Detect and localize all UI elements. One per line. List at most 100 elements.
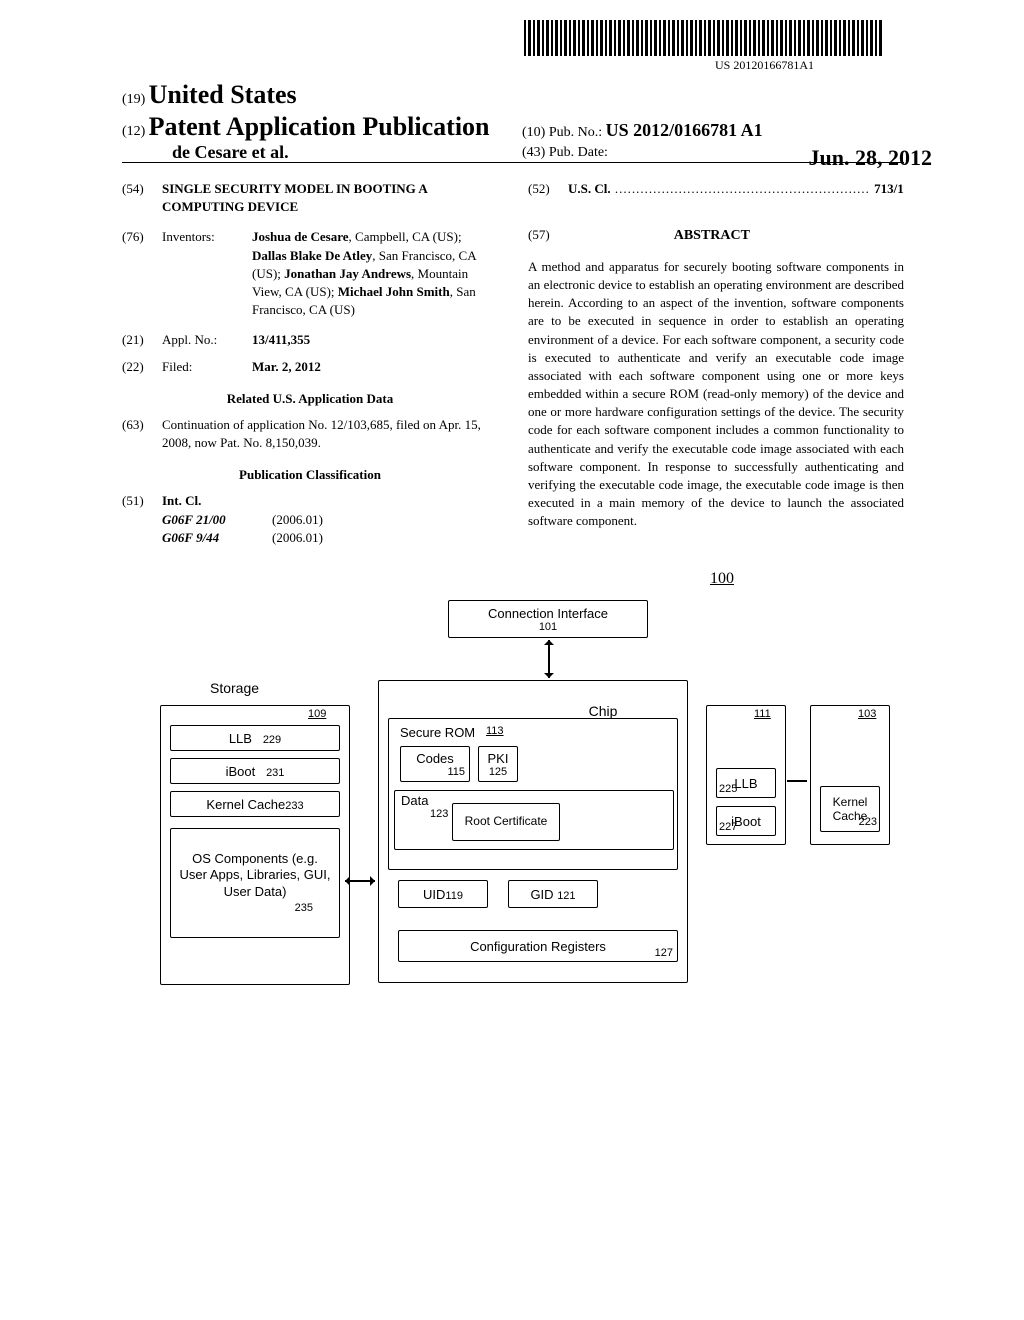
continuation-text: Continuation of application No. 12/103,6… xyxy=(162,416,498,452)
conn-label: Connection Interface xyxy=(488,606,608,621)
line43-num: (43) xyxy=(522,145,545,160)
barcode-number: US 20120166781A1 xyxy=(715,58,814,73)
llb2-label: LLB xyxy=(734,776,757,791)
gid-label: GID xyxy=(530,887,553,902)
left-column: (54) SINGLE SECURITY MODEL IN BOOTING A … xyxy=(122,180,498,555)
patent-figure: 100 Connection Interface 101 Storage 109… xyxy=(160,590,904,990)
f57-num: (57) xyxy=(528,226,550,258)
appl-no-label: Appl. No.: xyxy=(162,331,252,349)
connection-interface-box: Connection Interface 101 xyxy=(448,600,648,638)
inv1-name: Joshua de Cesare xyxy=(252,229,349,244)
line12-num: (12) xyxy=(122,124,145,139)
arrow-storage-chip xyxy=(345,880,375,882)
mem2-num: 103 xyxy=(858,708,876,720)
kc-num: 233 xyxy=(285,800,303,812)
abstract-text: A method and apparatus for securely boot… xyxy=(528,258,904,531)
config-registers-box: Configuration Registers 127 xyxy=(398,930,678,962)
intcl2-year: (2006.01) xyxy=(272,529,323,547)
pub-date-label: Pub. Date: xyxy=(549,145,608,160)
kernel-cache-box: Kernel Cache233 xyxy=(170,791,340,817)
filed-date: Mar. 2, 2012 xyxy=(252,358,498,376)
intcl-label: Int. Cl. xyxy=(162,492,498,510)
line10-num: (10) xyxy=(522,125,545,140)
inv2-name: Dallas Blake De Atley xyxy=(252,248,372,263)
inv3-name: Jonathan Jay Andrews xyxy=(284,266,411,281)
pub-no-label: Pub. No.: xyxy=(549,125,602,140)
inv4-name: Michael John Smith xyxy=(338,284,450,299)
srom-num: 113 xyxy=(486,725,504,737)
content-columns: (54) SINGLE SECURITY MODEL IN BOOTING A … xyxy=(122,180,904,555)
inventors-label: Inventors: xyxy=(162,228,252,319)
line19-num: (19) xyxy=(122,92,145,107)
conn-num: 101 xyxy=(539,621,557,633)
kc2-num: 223 xyxy=(859,816,877,829)
uid-box: UID119 xyxy=(398,880,488,908)
pubclass-title: Publication Classification xyxy=(122,466,498,484)
kc-label: Kernel Cache xyxy=(206,797,285,812)
uid-num: 119 xyxy=(445,890,463,902)
f51-num: (51) xyxy=(122,492,162,547)
codes-label: Codes xyxy=(416,751,454,766)
storage-num: 109 xyxy=(308,708,326,720)
uscl-val: 713/1 xyxy=(874,181,904,196)
os-label: OS Components (e.g. User Apps, Libraries… xyxy=(177,851,333,902)
right-header: (10) Pub. No.: US 2012/0166781 A1 (43) P… xyxy=(522,120,932,171)
os-num: 235 xyxy=(295,901,313,915)
codes-num: 115 xyxy=(447,766,465,778)
pki-label: PKI xyxy=(488,751,509,766)
intcl1-code: G06F 21/00 xyxy=(162,511,272,529)
llb-num: 229 xyxy=(263,734,281,746)
srom-label: Secure ROM xyxy=(400,725,475,740)
uscl-dots: ........................................… xyxy=(611,181,875,196)
pki-box: PKI 125 xyxy=(478,746,518,782)
gid-num: 121 xyxy=(557,890,575,902)
storage-label: Storage xyxy=(210,680,259,696)
publication-title: Patent Application Publication xyxy=(149,112,490,141)
patent-header: (19) United States (12) Patent Applicati… xyxy=(122,80,904,163)
patent-barcode xyxy=(524,20,884,56)
abstract-title: ABSTRACT xyxy=(674,226,750,246)
llb2-num: 225 xyxy=(719,783,737,795)
cert-box: Root Certificate xyxy=(452,803,560,841)
f76-num: (76) xyxy=(122,228,162,319)
inv1-loc: , Campbell, CA (US); xyxy=(349,229,462,244)
arrow-conn-chip xyxy=(548,640,550,678)
f63-num: (63) xyxy=(122,416,162,452)
f52-num: (52) xyxy=(528,180,568,198)
f22-num: (22) xyxy=(122,358,162,376)
f54-num: (54) xyxy=(122,180,162,216)
inventors-list: Joshua de Cesare, Campbell, CA (US); Dal… xyxy=(252,228,498,319)
figure-container: Connection Interface 101 Storage 109 LLB… xyxy=(160,590,900,990)
appl-no: 13/411,355 xyxy=(252,331,498,349)
chip-label: Chip xyxy=(578,703,628,719)
header-divider xyxy=(122,162,904,163)
pub-number: US 2012/0166781 A1 xyxy=(606,120,763,140)
uscl-label: U.S. Cl. xyxy=(568,181,611,196)
figure-reference-number: 100 xyxy=(710,570,734,588)
iboot-num: 231 xyxy=(266,767,284,779)
codes-box: Codes 115 xyxy=(400,746,470,782)
cfg-num: 127 xyxy=(655,947,673,959)
right-column: (52) U.S. Cl. ..........................… xyxy=(528,180,904,555)
iboot2-num: 227 xyxy=(719,821,737,833)
os-components-box: OS Components (e.g. User Apps, Libraries… xyxy=(170,828,340,938)
cfg-label: Configuration Registers xyxy=(470,939,606,954)
pki-num: 125 xyxy=(489,766,507,778)
related-title: Related U.S. Application Data xyxy=(122,390,498,408)
intcl2-code: G06F 9/44 xyxy=(162,529,272,547)
uid-label: UID xyxy=(423,887,445,902)
data-num: 123 xyxy=(430,808,448,820)
llb-box: LLB 229 xyxy=(170,725,340,751)
mem1-num: 111 xyxy=(754,708,771,720)
llb2-box: LLB 225 xyxy=(716,768,776,798)
connector-mem1-mem2 xyxy=(787,780,807,782)
country: United States xyxy=(149,80,297,109)
pub-date: Jun. 28, 2012 xyxy=(809,145,932,171)
intcl1-year: (2006.01) xyxy=(272,511,323,529)
iboot-label: iBoot xyxy=(226,764,256,779)
llb-label: LLB xyxy=(229,731,252,746)
iboot-box: iBoot 231 xyxy=(170,758,340,784)
patent-title: SINGLE SECURITY MODEL IN BOOTING A COMPU… xyxy=(162,180,498,216)
cert-label: Root Certificate xyxy=(465,815,548,828)
iboot2-box: iBoot 227 xyxy=(716,806,776,836)
